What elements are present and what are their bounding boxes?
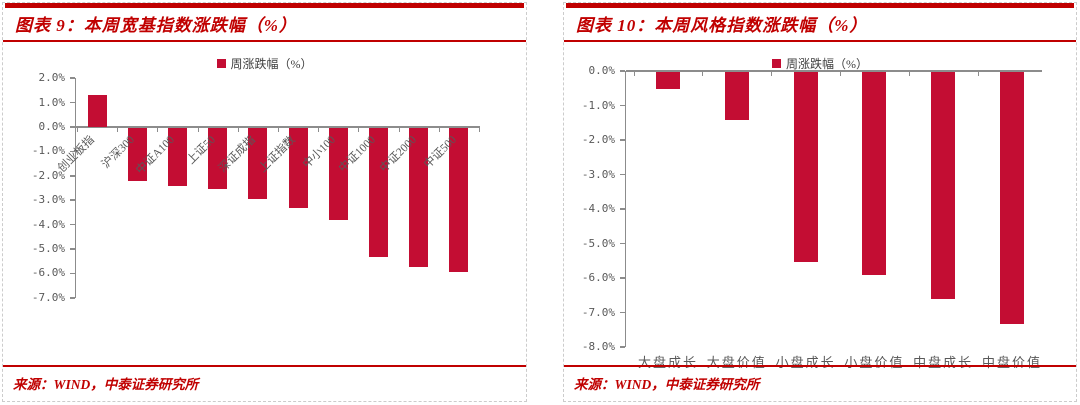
x-axis-tick [318,127,320,132]
y-axis-tick [70,126,75,128]
legend-marker-icon [772,59,781,68]
bar [409,127,429,267]
y-axis-tick [70,77,75,79]
bar [931,71,956,300]
y-tick-label: -4.0% [581,202,615,215]
x-axis-tick [398,127,400,132]
y-tick-label: -6.0% [31,266,65,280]
bar [793,71,818,262]
source-note: 来源：WIND，中泰证券研究所 [564,365,1076,401]
bar [167,127,187,187]
y-tick-label: 1.0% [38,95,66,109]
y-axis-tick [620,277,625,279]
y-axis-tick [70,175,75,177]
chart-title: 图表 9：本周宽基指数涨跌幅（%） [3,3,526,42]
y-tick-label: 0.0% [38,120,66,133]
legend-label: 周涨跌幅（%） [230,57,313,71]
y-axis-tick [620,208,625,210]
x-axis-tick [277,127,279,132]
bar [328,127,348,221]
chart-title: 图表 10：本周风格指数涨跌幅（%） [564,3,1076,42]
y-tick-label: 2.0% [38,71,66,85]
panel-top-accent-bar [566,3,1074,8]
y-tick-label: -7.0% [581,305,615,319]
bar [656,71,680,89]
y-axis-tick [70,101,75,104]
legend-marker-icon [216,59,226,68]
y-tick-label: -1.0% [31,144,65,158]
bar [862,71,887,276]
y-tick-label: -7.0% [31,290,65,304]
y-axis-tick [70,150,75,153]
x-axis-tick [438,127,440,132]
y-axis-tick [70,272,75,275]
y-axis-tick [620,242,625,245]
x-axis-tick [117,127,119,132]
x-axis-line [626,70,1042,72]
chart-panel-style-index: 图表 10：本周风格指数涨跌幅（%） 周涨跌幅（%） 0.0% -1.0% -2.0… [563,2,1077,402]
y-axis-tick [620,173,625,176]
x-axis-tick [237,127,239,132]
bar [288,127,308,209]
bar [449,127,469,272]
y-axis-line [74,78,76,298]
y-tick-label: -2.0% [581,133,615,146]
bar-chart-style-index: 周涨跌幅（%） 0.0% -1.0% -2.0% -3.0% -4.0% -5.0% -6.… [564,40,1076,370]
bar [1000,71,1024,324]
legend-label: 周涨跌幅（%） [786,57,868,71]
x-axis-tick [197,127,199,132]
x-axis-tick [840,71,841,76]
y-axis-tick [70,297,75,299]
x-axis-tick [977,71,979,76]
source-note: 来源：WIND，中泰证券研究所 [3,365,526,401]
y-axis-tick [620,139,625,141]
legend: 周涨跌幅（%） [3,55,526,72]
panel-top-accent-bar [5,3,524,8]
x-axis-tick [358,127,360,132]
x-axis-tick [478,127,480,132]
x-axis-tick [771,71,773,76]
bar-chart-broad-base-index: 周涨跌幅（%） 2.0% 1.0% 0.0% -1.0% -2.0% -3.0% -4.0%… [3,40,526,370]
x-axis-tick [908,71,910,76]
bar [368,127,388,258]
y-tick-label: -1.0% [581,98,615,112]
y-axis-tick [620,70,625,72]
chart-panel-broad-base-index: 图表 9：本周宽基指数涨跌幅（%） 周涨跌幅（%） 2.0% 1.0% 0.0% -1… [2,2,527,402]
y-tick-label: -6.0% [581,271,615,284]
y-axis-tick [620,346,625,348]
y-tick-label: 0.0% [588,64,616,77]
x-axis-tick [702,71,704,76]
x-axis-tick [633,71,635,76]
y-axis-tick [620,311,625,314]
x-axis-tick [157,127,159,132]
y-tick-label: -2.0% [31,168,65,182]
y-tick-label: -8.0% [581,340,615,353]
y-tick-label: -5.0% [31,242,65,255]
legend: 周涨跌幅（%） [564,55,1076,72]
y-axis-tick [70,248,75,250]
y-axis-line [624,71,626,347]
y-axis-tick [620,104,625,107]
x-axis-tick [76,127,78,132]
y-tick-label: -3.0% [31,193,65,207]
bar [208,127,228,189]
bar [127,127,147,182]
y-axis-tick [70,223,75,226]
bar [87,95,107,127]
y-tick-label: -5.0% [581,236,615,250]
y-tick-label: -3.0% [581,167,615,181]
x-axis-line [76,126,480,128]
y-tick-label: -4.0% [31,217,65,231]
bar [248,127,268,199]
bar [724,71,749,121]
y-axis-tick [70,199,75,201]
